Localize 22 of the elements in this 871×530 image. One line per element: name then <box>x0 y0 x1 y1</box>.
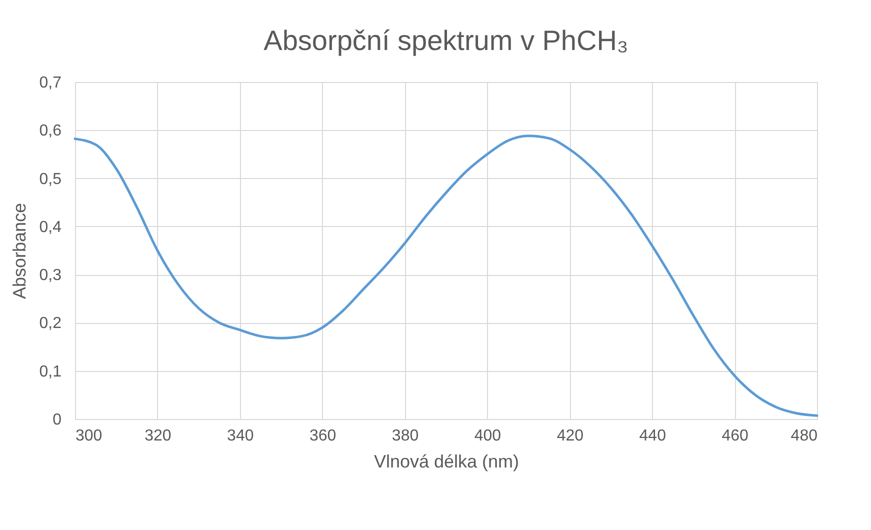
y-axis-title: Absorbance <box>9 202 30 300</box>
y-tick-label: 0,1 <box>39 363 62 380</box>
y-tick-label: 0,2 <box>39 315 62 332</box>
x-tick-label: 320 <box>144 428 172 444</box>
x-tick-label: 360 <box>309 428 336 444</box>
x-tick-label: 420 <box>556 428 584 444</box>
x-tick-label: 480 <box>790 428 818 444</box>
line-series <box>74 134 818 417</box>
x-tick-label: 440 <box>639 428 666 444</box>
chart-title: Absorpční spektrum v PhCH₃ <box>264 25 628 56</box>
x-tick-label: 460 <box>722 428 748 444</box>
x-tick-label: 380 <box>392 428 419 444</box>
y-tick-label: 0 <box>52 412 62 428</box>
y-tick-label: 0,4 <box>39 218 62 236</box>
y-tick-label: 0,7 <box>39 74 62 92</box>
x-tick-label: 340 <box>227 428 254 444</box>
x-tick-label: 400 <box>474 428 502 444</box>
x-tick-label: 300 <box>76 428 102 444</box>
y-tick-label: 0,6 <box>39 122 62 140</box>
y-tick-label: 0,5 <box>39 170 62 188</box>
x-axis-title: Vlnová délka (nm) <box>374 452 520 472</box>
y-tick-label: 0,3 <box>39 267 62 284</box>
